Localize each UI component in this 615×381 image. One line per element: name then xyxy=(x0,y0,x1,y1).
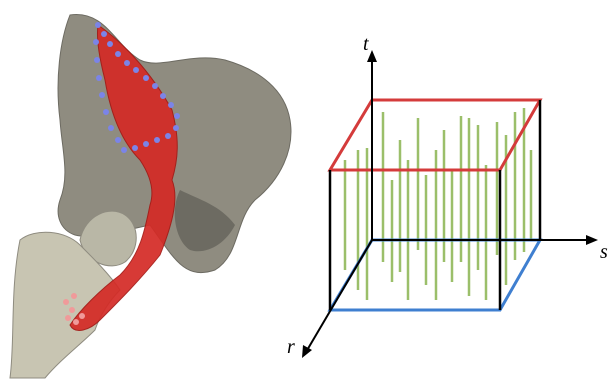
axis-label-r: r xyxy=(287,336,295,358)
axes xyxy=(302,50,598,358)
figure: t s r xyxy=(0,0,615,381)
anatomy-render xyxy=(10,15,291,378)
axis-label-t: t xyxy=(363,33,369,55)
box-diagram xyxy=(302,50,598,358)
axis-label-s: s xyxy=(600,241,608,263)
